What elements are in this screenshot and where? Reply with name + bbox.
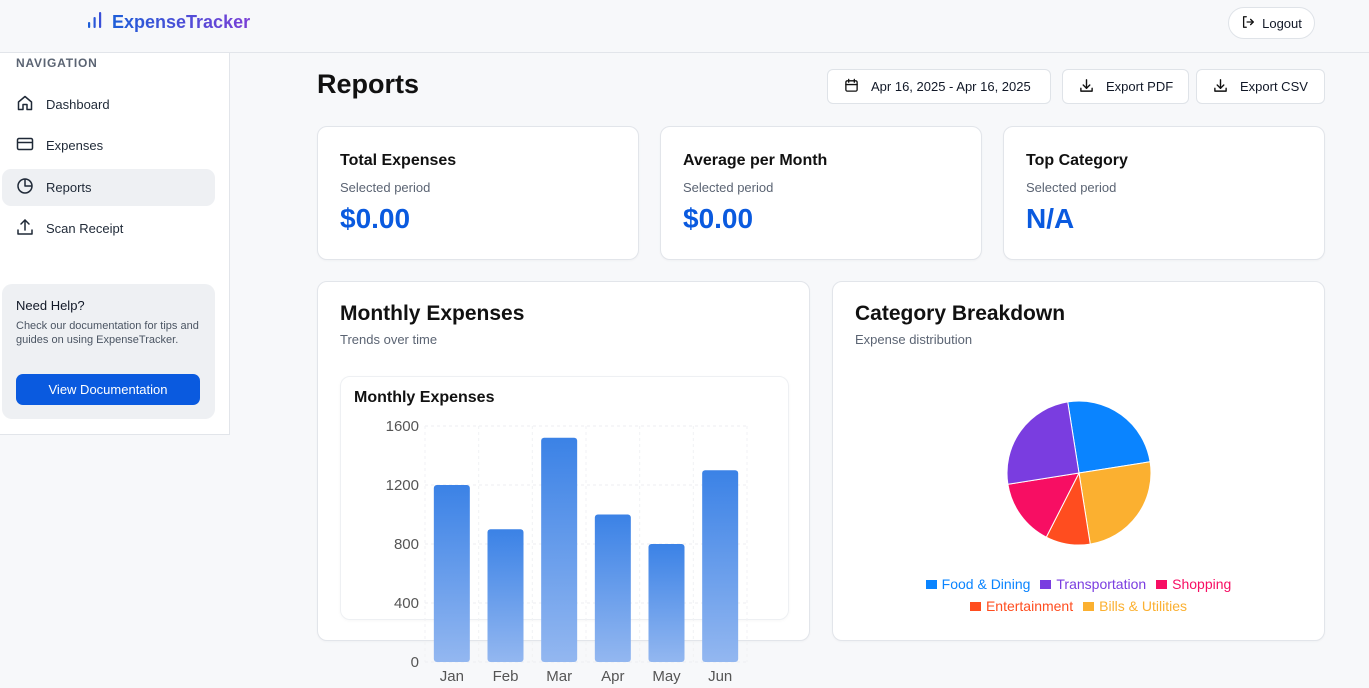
top-bar: ExpenseTracker Logout [0,0,1369,53]
stat-value: $0.00 [340,203,411,234]
stat-title: Average per Month [683,152,828,169]
stat-subtitle: Selected period [1026,180,1117,195]
credit-card-icon [16,135,34,156]
pie-slice[interactable] [1007,472,1080,538]
page-title: Reports [317,69,420,99]
stat-title: Top Category [1026,152,1128,169]
y-tick-label: 1200 [386,477,419,494]
card-title: Category Breakdown [855,302,1066,325]
legend-item[interactable]: Entertainment [969,595,1074,617]
sidebar: NAVIGATION Dashboard Expenses Reports Sc… [0,53,230,435]
export-pdf-label: Export PDF [1106,79,1174,94]
stat-card-total-expenses: Total Expenses Selected period $0.00 [317,126,639,260]
x-tick-label: Jun [708,668,732,685]
legend-item[interactable]: Bills & Utilities [1083,595,1187,617]
x-tick-label: Feb [493,668,519,685]
date-range-picker[interactable]: Apr 16, 2025 - Apr 16, 2025 [827,69,1051,104]
stat-value: $0.00 [683,203,754,234]
view-documentation-button[interactable]: View Documentation [16,374,200,405]
pie-chart-icon [16,177,34,198]
legend-swatch [1040,579,1052,589]
brand[interactable]: ExpenseTracker [86,11,250,34]
legend-label: Transportation [1056,576,1147,592]
upload-icon [16,218,34,239]
export-csv-button[interactable]: Export CSV [1196,69,1325,104]
sidebar-item-label: Expenses [46,138,104,153]
sidebar-item-label: Reports [46,180,92,195]
bar[interactable] [648,544,685,662]
pie-slice[interactable] [1006,401,1080,485]
pie-slice[interactable] [1078,461,1152,545]
bar[interactable] [541,437,578,662]
bar-chart-icon [86,11,104,34]
y-tick-label: 0 [411,654,419,671]
legend-label: Food & Dining [941,576,1031,592]
logout-label: Logout [1262,15,1302,31]
bar[interactable] [487,529,524,662]
category-breakdown-card: Category Breakdown Expense distribution [832,281,1325,641]
stat-card-average-per-month: Average per Month Selected period $0.00 [660,126,982,260]
sidebar-item-scan-receipt[interactable]: Scan Receipt [2,210,215,247]
legend-item[interactable]: Food & Dining [925,573,1031,595]
legend-item[interactable]: Shopping [1156,573,1231,595]
sidebar-item-dashboard[interactable]: Dashboard [2,86,215,123]
home-icon [16,94,34,115]
x-tick-label: Jan [440,668,464,685]
export-pdf-button[interactable]: Export PDF [1062,69,1189,104]
legend-item[interactable]: Transportation [1040,573,1146,595]
download-icon [1213,78,1228,96]
stat-value: N/A [1026,203,1075,234]
card-title: Monthly Expenses [340,302,525,325]
date-range-label: Apr 16, 2025 - Apr 16, 2025 [871,79,1031,94]
card-subtitle: Trends over time [340,332,438,347]
bar-chart-title: Monthly Expenses [354,389,495,406]
stat-card-top-category: Top Category Selected period N/A [1003,126,1325,260]
help-text: Check our documentation for tips and gui… [16,320,199,346]
bar[interactable] [433,485,470,662]
legend-swatch [969,601,981,611]
nav-section-title: NAVIGATION [16,56,98,70]
help-panel: Need Help? Check our documentation for t… [2,284,215,419]
category-pie-chart [1006,400,1152,546]
x-tick-label: Apr [601,668,624,685]
sidebar-item-label: Scan Receipt [46,221,124,236]
help-title: Need Help? [16,298,85,313]
bar[interactable] [702,470,739,662]
pie-legend: Food & Dining Transportation Shopping Enter… [832,573,1325,617]
legend-label: Entertainment [985,598,1074,614]
stat-title: Total Expenses [340,152,457,169]
card-subtitle: Expense distribution [855,332,973,347]
download-icon [1079,78,1094,96]
legend-label: Shopping [1172,576,1232,592]
stat-subtitle: Selected period [683,180,774,195]
y-tick-label: 800 [394,536,419,553]
logout-button[interactable]: Logout [1228,7,1315,39]
y-tick-label: 400 [394,595,419,612]
monthly-expenses-bar-chart: Monthly Expenses 0 400 800 1200 1600 Jan Feb M… [354,389,748,685]
sidebar-item-label: Dashboard [46,97,110,112]
export-csv-label: Export CSV [1240,79,1308,94]
logout-icon [1241,15,1255,32]
bar[interactable] [594,514,631,663]
legend-swatch [1083,601,1095,611]
legend-swatch [925,579,937,589]
sidebar-item-expenses[interactable]: Expenses [2,127,215,164]
stat-subtitle: Selected period [340,180,431,195]
sidebar-item-reports[interactable]: Reports [2,169,215,206]
x-tick-label: Mar [546,668,572,685]
x-tick-label: May [652,668,681,685]
pie-slice[interactable] [1067,400,1151,474]
legend-label: Bills & Utilities [1099,598,1188,614]
calendar-icon [844,78,859,96]
app-name: ExpenseTracker [112,12,251,32]
y-tick-label: 1600 [386,418,419,435]
legend-swatch [1156,579,1168,589]
